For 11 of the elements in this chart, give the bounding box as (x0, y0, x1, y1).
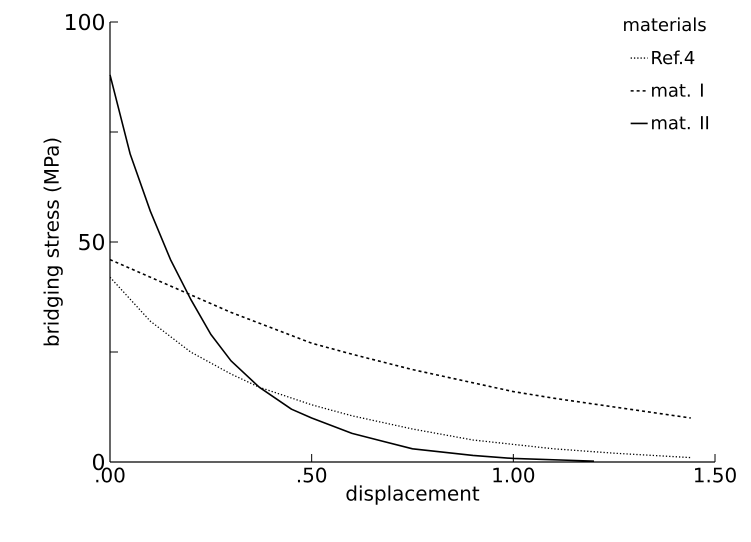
legend-label: mat. I (652, 84, 703, 97)
y-tick-label: 50 (79, 234, 104, 250)
x-axis-title: displacement (346, 485, 480, 505)
legend-title: materials (624, 17, 706, 32)
legend-label: Ref.4 (652, 50, 694, 64)
y-tick-label: 100 (66, 14, 104, 30)
x-tick-label: .50 (298, 468, 326, 483)
x-tick-label: 1.50 (695, 468, 736, 483)
legend-label: mat. II (652, 116, 708, 130)
y-axis-title: bridging stress (MPa) (44, 138, 63, 346)
x-tick-label: 1.00 (493, 468, 534, 483)
